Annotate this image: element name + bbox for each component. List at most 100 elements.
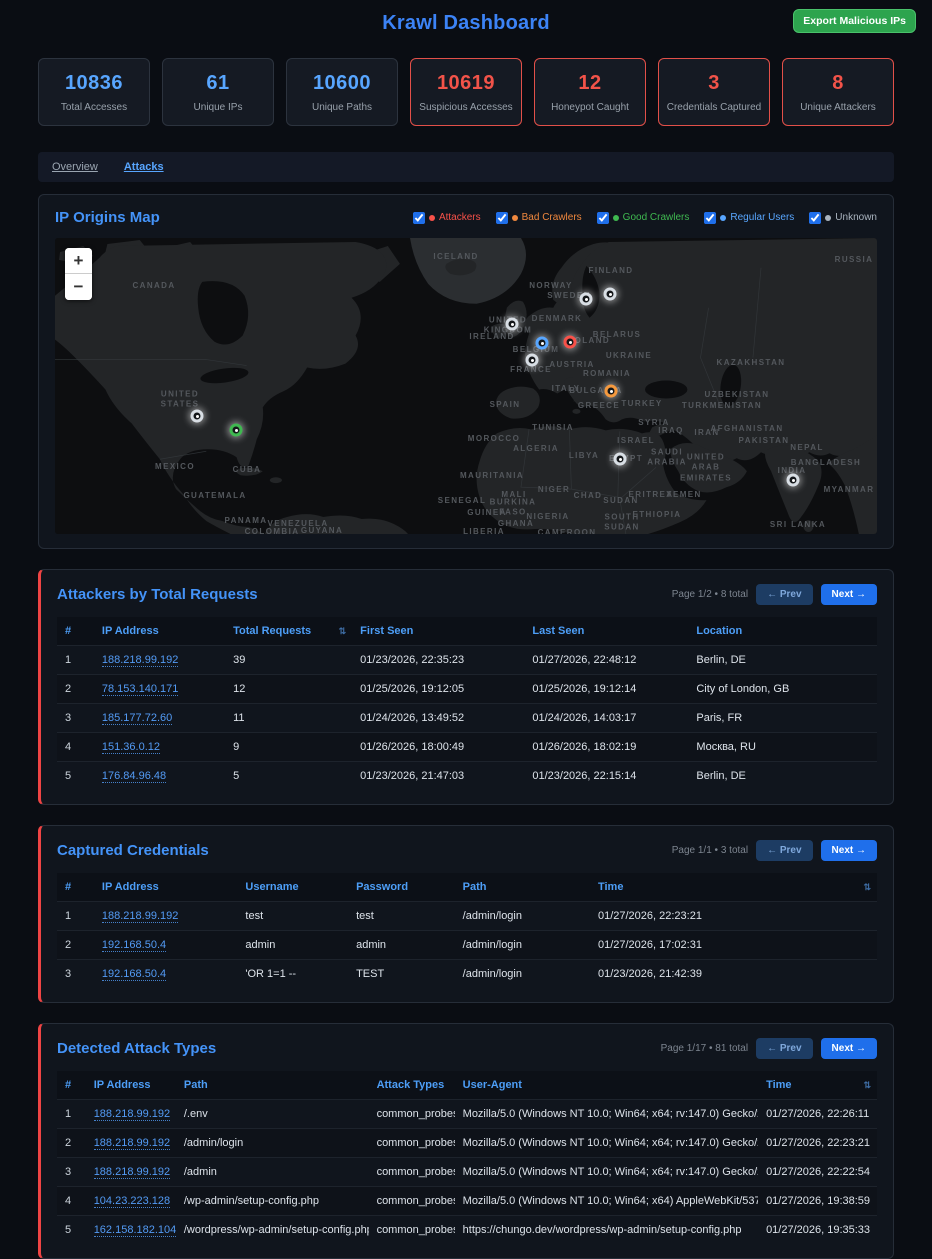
cell-attack-types: common_probes xyxy=(376,1224,455,1236)
page-info: Page 1/2 • 8 total xyxy=(671,589,749,600)
map-marker-unknown[interactable] xyxy=(505,317,519,331)
attackers-table: # IP Address Total Requests ⇅ First Seen Last… xyxy=(57,617,877,790)
next-page-button[interactable]: Next → xyxy=(820,1038,877,1059)
map-country-label: ROMANIA xyxy=(582,368,632,378)
column-header-col[interactable]: # xyxy=(57,873,94,902)
cell-password: TEST xyxy=(356,968,385,980)
prev-page-button[interactable]: ← Prev xyxy=(756,840,813,861)
map-marker-unknown[interactable] xyxy=(190,409,204,423)
cell-time: 01/23/2026, 21:42:39 xyxy=(597,968,702,980)
column-header-col[interactable]: # xyxy=(57,617,94,646)
legend-item-attackers[interactable]: Attackers xyxy=(412,211,481,224)
ip-link[interactable]: 104.23.223.128 xyxy=(93,1195,171,1208)
cell-ip-address: 188.218.99.192 xyxy=(86,1100,176,1129)
map-country-label: UNITED STATES xyxy=(160,389,200,409)
ip-link[interactable]: 188.218.99.192 xyxy=(93,1137,171,1150)
column-header-path[interactable]: Path xyxy=(176,1071,369,1100)
cell-col: 4 xyxy=(65,741,72,753)
column-header-ip-address[interactable]: IP Address xyxy=(94,873,238,902)
column-header-label: Time xyxy=(766,1079,792,1091)
legend-item-good-crawlers[interactable]: Good Crawlers xyxy=(596,211,689,224)
map-canvas[interactable]: + − CANADA UNITED STATES MEXICO CUBA GUATEMA… xyxy=(55,238,877,534)
column-header-last-seen[interactable]: Last Seen xyxy=(524,617,688,646)
legend-checkbox[interactable] xyxy=(704,211,717,224)
column-header-first-seen[interactable]: First Seen xyxy=(352,617,524,646)
map-country-label: SWEDEN xyxy=(547,290,591,300)
stat-card-unique-attackers: 8 Unique Attackers xyxy=(782,58,894,126)
next-page-button[interactable]: Next → xyxy=(820,840,877,861)
ip-link[interactable]: 185.177.72.60 xyxy=(101,712,173,725)
table-row: 3 188.218.99.192/admin common_probes Mozill… xyxy=(57,1157,877,1187)
tab-overview[interactable]: Overview xyxy=(52,161,98,173)
legend-item-regular-users[interactable]: Regular Users xyxy=(704,211,794,224)
cell-user-agent: Mozilla/5.0 (Windows NT 10.0; Win64; x64… xyxy=(462,1166,759,1178)
map-country-label: BELARUS xyxy=(592,329,642,339)
map-marker-bad[interactable] xyxy=(604,384,618,398)
column-header-total-requests[interactable]: Total Requests ⇅ xyxy=(225,617,352,646)
column-header-user-agent[interactable]: User-Agent xyxy=(455,1071,758,1100)
column-header-location[interactable]: Location xyxy=(688,617,877,646)
export-malicious-ips-button[interactable]: Export Malicious IPs xyxy=(793,9,916,33)
column-header-password[interactable]: Password xyxy=(348,873,455,902)
ip-link[interactable]: 188.218.99.192 xyxy=(101,910,179,923)
legend-checkbox[interactable] xyxy=(412,211,425,224)
ip-link[interactable]: 162.158.182.104 xyxy=(93,1224,176,1237)
map-marker-regular[interactable] xyxy=(535,336,549,350)
cell-first-seen: 01/25/2026, 19:12:05 xyxy=(360,683,465,695)
column-header-time[interactable]: Time ⇅ xyxy=(590,873,877,902)
column-header-label: IP Address xyxy=(93,1079,151,1091)
column-header-label: Time xyxy=(597,881,624,893)
column-header-col[interactable]: # xyxy=(57,1071,86,1100)
cell-last-seen: 01/25/2026, 19:12:14 xyxy=(532,683,637,695)
ip-link[interactable]: 151.36.0.12 xyxy=(101,741,161,754)
ip-link[interactable]: 192.168.50.4 xyxy=(101,939,167,952)
tab-bar: Overview Attacks xyxy=(38,152,894,182)
ip-link[interactable]: 192.168.50.4 xyxy=(101,968,167,981)
ip-link[interactable]: 188.218.99.192 xyxy=(93,1108,171,1121)
map-marker-unknown[interactable] xyxy=(786,473,800,487)
legend-checkbox[interactable] xyxy=(495,211,508,224)
column-header-path[interactable]: Path xyxy=(455,873,590,902)
cell-last-seen: 01/26/2026, 18:02:19 xyxy=(532,741,637,753)
column-header-ip-address[interactable]: IP Address xyxy=(86,1071,176,1100)
legend-checkbox[interactable] xyxy=(596,211,609,224)
map-country-label: PAKISTAN xyxy=(738,435,790,445)
cell-total-requests: 12 xyxy=(233,683,246,695)
ip-link[interactable]: 176.84.96.48 xyxy=(101,770,167,783)
ip-link[interactable]: 188.218.99.192 xyxy=(93,1166,171,1179)
zoom-in-button[interactable]: + xyxy=(65,248,92,274)
map-marker-attacker[interactable] xyxy=(563,335,577,349)
sort-icon[interactable]: ⇅ xyxy=(338,626,347,636)
zoom-out-button[interactable]: − xyxy=(65,274,92,300)
sort-icon[interactable]: ⇅ xyxy=(863,882,871,892)
map-marker-unknown[interactable] xyxy=(603,287,617,301)
prev-page-button[interactable]: ← Prev xyxy=(756,1038,813,1059)
ip-link[interactable]: 78.153.140.171 xyxy=(101,683,179,696)
cell-location: Berlin, DE xyxy=(696,654,746,666)
column-header-time[interactable]: Time ⇅ xyxy=(758,1071,877,1100)
cell-time: 01/27/2026, 19:35:33 xyxy=(766,1224,871,1236)
map-country-label: DENMARK xyxy=(531,313,583,323)
next-page-button[interactable]: Next → xyxy=(820,584,877,605)
column-header-username[interactable]: Username xyxy=(237,873,348,902)
prev-page-button[interactable]: ← Prev xyxy=(756,584,813,605)
column-header-ip-address[interactable]: IP Address xyxy=(94,617,225,646)
table-header-row: # IP Address Path Attack Types User-Agent Tim… xyxy=(57,1071,877,1100)
legend-checkbox[interactable] xyxy=(809,211,822,224)
ip-link[interactable]: 188.218.99.192 xyxy=(101,654,179,667)
map-country-label: TURKEY xyxy=(621,398,663,408)
map-country-label: MAURITANIA xyxy=(459,470,525,480)
legend-item-unknown[interactable]: Unknown xyxy=(809,211,877,224)
map-marker-good[interactable] xyxy=(229,423,243,437)
map-marker-unknown[interactable] xyxy=(525,353,539,367)
column-header-attack-types[interactable]: Attack Types xyxy=(369,1071,455,1100)
map-country-label: UKRAINE xyxy=(605,350,653,360)
tab-attacks[interactable]: Attacks xyxy=(123,161,164,173)
sort-icon[interactable]: ⇅ xyxy=(863,1080,871,1090)
column-header-label: # xyxy=(65,625,72,637)
map-marker-unknown[interactable] xyxy=(613,452,627,466)
legend-item-bad-crawlers[interactable]: Bad Crawlers xyxy=(495,211,582,224)
cell-attack-types: common_probes xyxy=(376,1108,455,1120)
stat-value: 10836 xyxy=(64,71,124,94)
map-marker-unknown[interactable] xyxy=(579,292,593,306)
